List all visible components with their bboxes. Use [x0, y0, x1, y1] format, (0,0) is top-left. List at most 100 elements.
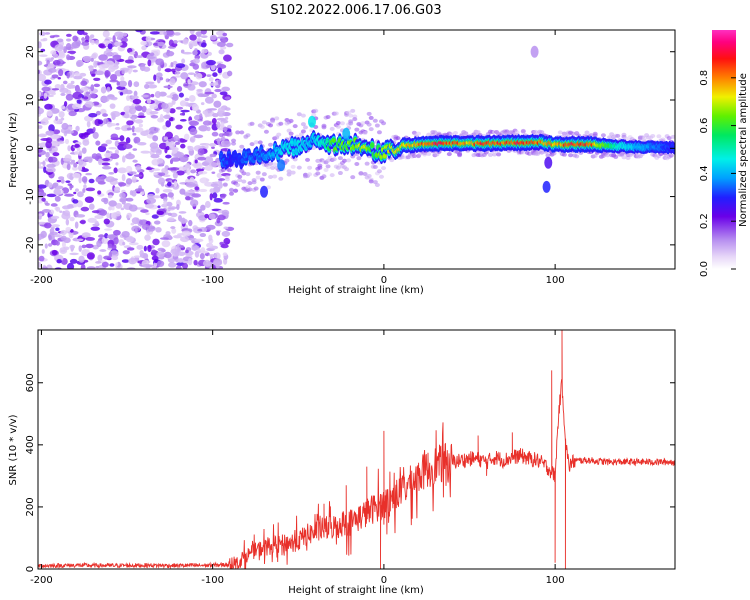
- ridge-halo: [237, 149, 243, 154]
- noise-speck: [167, 206, 177, 210]
- x-tick-label: -200: [30, 275, 53, 286]
- noise-speck: [126, 120, 134, 126]
- ridge-halo: [600, 133, 606, 138]
- ridge-halo: [561, 131, 567, 136]
- ridge-halo: [350, 108, 356, 113]
- noise-speck: [152, 135, 159, 142]
- ridge-halo: [239, 130, 245, 135]
- ridge-halo: [317, 163, 323, 168]
- noise-speck: [71, 103, 81, 110]
- noise-speck: [74, 72, 81, 77]
- ridge-halo: [452, 131, 458, 136]
- noise-speck: [104, 152, 112, 158]
- noise-speck: [156, 76, 161, 84]
- noise-speck: [98, 234, 105, 238]
- noise-speck: [42, 37, 48, 42]
- noise-speck: [91, 73, 96, 77]
- noise-speck: [133, 90, 138, 97]
- noise-speck: [44, 103, 53, 110]
- noise-speck: [93, 83, 101, 88]
- noise-speck: [161, 240, 171, 248]
- noise-speck: [204, 156, 214, 164]
- noise-speck: [141, 94, 149, 98]
- ridge-halo: [276, 132, 282, 137]
- noise-speck: [39, 192, 47, 197]
- noise-speck: [157, 177, 166, 185]
- noise-speck: [115, 210, 121, 217]
- noise-speck: [76, 61, 82, 68]
- noise-speck: [167, 217, 175, 222]
- ridge-halo: [475, 129, 481, 134]
- noise-speck: [73, 191, 77, 195]
- ridge-halo: [368, 127, 374, 132]
- noise-speck: [102, 113, 108, 117]
- noise-speck: [216, 172, 223, 179]
- ridge-halo: [348, 121, 354, 126]
- noise-speck: [86, 266, 96, 269]
- noise-speck: [199, 253, 205, 260]
- noise-speck: [60, 235, 67, 241]
- noise-speck: [197, 93, 205, 98]
- ridge-halo: [231, 138, 237, 143]
- noise-speck: [100, 86, 107, 94]
- ridge-halo: [257, 140, 263, 145]
- noise-speck: [226, 70, 233, 77]
- noise-speck: [223, 237, 231, 245]
- ridge-halo: [253, 140, 259, 145]
- noise-speck: [38, 69, 41, 75]
- noise-speck: [81, 232, 91, 239]
- noise-speck: [216, 61, 224, 65]
- ridge-cell: [271, 152, 276, 157]
- noise-speck: [38, 184, 47, 189]
- noise-speck: [69, 244, 76, 250]
- noise-speck: [110, 74, 118, 81]
- ridge-halo: [329, 126, 335, 131]
- ridge-halo: [261, 120, 267, 125]
- noise-speck: [198, 188, 208, 193]
- x-tick-label: 100: [546, 575, 565, 586]
- noise-speck: [136, 55, 144, 58]
- ridge-halo: [426, 151, 432, 156]
- noise-speck: [135, 164, 142, 171]
- noise-speck: [196, 88, 203, 92]
- noise-speck: [108, 200, 117, 207]
- noise-speck: [61, 122, 69, 130]
- noise-speck: [41, 249, 45, 254]
- noise-speck: [149, 52, 155, 57]
- noise-speck: [125, 235, 134, 243]
- ridge-halo: [584, 130, 590, 135]
- noise-speck: [204, 200, 211, 208]
- noise-speck: [79, 72, 87, 77]
- ridge-halo: [352, 117, 358, 122]
- ridge-halo: [344, 167, 350, 172]
- noise-speck: [121, 125, 129, 132]
- noise-speck: [180, 72, 189, 80]
- noise-speck: [56, 38, 64, 43]
- ridge-halo: [241, 171, 247, 176]
- noise-speck: [195, 31, 202, 37]
- noise-speck: [136, 244, 144, 250]
- noise-speck: [210, 183, 219, 188]
- ridge-halo: [290, 164, 296, 169]
- noise-speck: [220, 121, 225, 129]
- noise-speck: [64, 130, 75, 134]
- noise-speck: [120, 37, 129, 43]
- noise-speck: [76, 146, 81, 152]
- ridge-halo: [520, 128, 526, 133]
- ridge-halo: [670, 134, 675, 139]
- noise-speck: [218, 178, 226, 181]
- noise-speck: [110, 110, 121, 118]
- spectrogram-x-label: Height of straight line (km): [288, 285, 424, 296]
- noise-speck: [38, 60, 43, 66]
- ridge-halo: [379, 174, 385, 179]
- noise-speck: [66, 83, 74, 89]
- noise-speck: [121, 173, 126, 182]
- noise-speck: [128, 242, 139, 246]
- x-tick-label: 100: [546, 275, 565, 286]
- noise-speck: [180, 109, 190, 113]
- ridge-halo: [561, 152, 567, 157]
- ridge-halo: [613, 154, 619, 159]
- noise-speck: [143, 66, 151, 72]
- x-tick-label: -100: [201, 275, 224, 286]
- noise-speck: [86, 252, 95, 260]
